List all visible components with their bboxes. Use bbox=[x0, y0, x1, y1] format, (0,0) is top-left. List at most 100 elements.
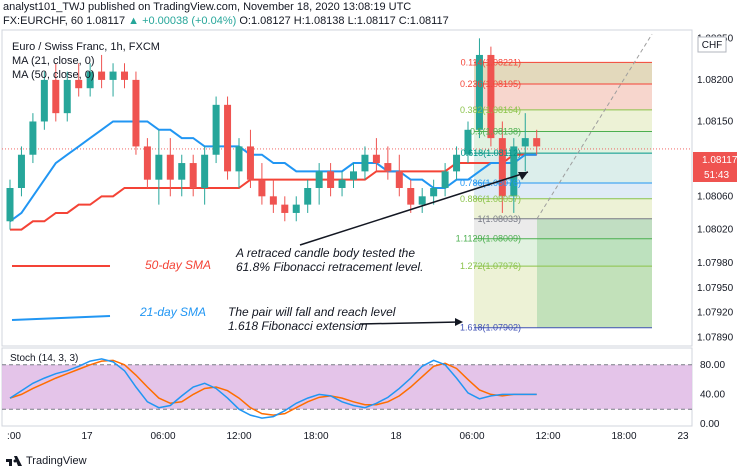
candle-body bbox=[29, 121, 37, 155]
ma21-line bbox=[9, 120, 537, 223]
candle-body bbox=[40, 79, 48, 122]
candle-body bbox=[52, 79, 60, 114]
stoch-label: Stoch (14, 3, 3) bbox=[10, 353, 78, 364]
candle-body bbox=[143, 146, 151, 180]
candle-body bbox=[235, 146, 243, 172]
candle-body bbox=[498, 138, 506, 197]
candle-body bbox=[327, 171, 335, 188]
sma21-swatch bbox=[11, 315, 111, 321]
symbol-price: FX:EURCHF, 60 1.08117 bbox=[3, 15, 126, 27]
candle-body bbox=[6, 188, 14, 222]
candle-body bbox=[246, 146, 254, 180]
candle-body bbox=[315, 171, 323, 188]
price-tick: 1.07980 bbox=[697, 258, 734, 269]
candle-body bbox=[17, 154, 25, 188]
candle-body bbox=[201, 154, 209, 188]
retrace-note-line1: A retraced candle body tested the bbox=[235, 246, 415, 260]
candle-body bbox=[521, 138, 529, 147]
fib-label: 0.5(1.08138) bbox=[470, 126, 521, 136]
candle-body bbox=[338, 179, 346, 188]
price-axis[interactable]: 1.082501.082001.081501.081001.080601.080… bbox=[697, 33, 734, 343]
price-tick: 1.08020 bbox=[697, 225, 734, 236]
candle-body bbox=[464, 129, 472, 155]
candle-body bbox=[166, 154, 174, 180]
retrace-note-line2: 61.8% Fibonacci retracement level. bbox=[236, 260, 423, 274]
candle-body bbox=[361, 154, 369, 172]
time-tick: 18:00 bbox=[611, 431, 636, 442]
fibonacci-zone bbox=[2, 33, 692, 329]
time-tick: 23 bbox=[677, 431, 689, 442]
fib-band bbox=[474, 62, 652, 85]
symbol-info: FX:EURCHF, 60 1.08117 ▲ +0.00038 (+0.04%… bbox=[3, 15, 449, 27]
candle-body bbox=[63, 79, 71, 114]
price-tick: 1.07890 bbox=[697, 333, 734, 344]
time-tick: 18:00 bbox=[303, 431, 328, 442]
time-tick: 06:00 bbox=[150, 431, 175, 442]
candle-body bbox=[75, 79, 83, 89]
candle-body bbox=[487, 54, 495, 139]
footer-brand[interactable]: TradingView bbox=[6, 455, 87, 467]
candle-body bbox=[178, 163, 186, 180]
fib-label: 1(1.08033) bbox=[477, 214, 521, 224]
fib-label: 0.618(1.08112) bbox=[461, 148, 521, 158]
candle-body bbox=[109, 71, 117, 80]
candle-body bbox=[372, 154, 380, 164]
candle-body bbox=[453, 154, 461, 172]
stoch-k-line bbox=[9, 358, 537, 419]
candle-body bbox=[441, 171, 449, 188]
stoch-d-line bbox=[9, 359, 537, 416]
time-tick: 06:00 bbox=[459, 431, 484, 442]
currency-box[interactable] bbox=[697, 36, 727, 53]
price-tick: 1.08200 bbox=[697, 75, 734, 86]
sma21-label: 21-day SMA bbox=[139, 305, 206, 319]
time-axis[interactable]: :00 17 06:00 12:00 18:00 18 06:00 12:00 18:00 23 bbox=[7, 431, 689, 442]
stochastic-oscillator: 80.00 40.00 0.00 bbox=[2, 358, 725, 430]
candle-body bbox=[269, 196, 277, 205]
candle-body bbox=[304, 188, 312, 205]
fib-label: 1.272(1.07976) bbox=[460, 261, 521, 271]
price-tick: 1.08060 bbox=[697, 191, 734, 202]
fib-label: 0.786(1.08076) bbox=[460, 178, 521, 188]
moving-averages bbox=[9, 120, 537, 231]
candle-body bbox=[224, 104, 232, 172]
retrace-arrowhead bbox=[518, 172, 528, 180]
candle-body bbox=[407, 188, 415, 205]
fib-label: 0.114(1.08221) bbox=[461, 57, 521, 67]
price-tag-countdown: 51:43 bbox=[704, 170, 729, 181]
candle-body bbox=[350, 171, 357, 180]
price-tag-value: 1.08117 bbox=[702, 155, 738, 166]
candle-body bbox=[510, 146, 518, 197]
fib-label: 0.382(1.08164) bbox=[460, 105, 521, 115]
fib-label: 0.886(1.08057) bbox=[460, 194, 521, 204]
time-tick: 12:00 bbox=[226, 431, 251, 442]
candle-body bbox=[258, 179, 266, 197]
price-tick: 1.08150 bbox=[697, 116, 734, 127]
candle-body bbox=[121, 71, 128, 80]
fib-band bbox=[474, 198, 652, 219]
stoch-tick: 80.00 bbox=[700, 360, 725, 371]
fib-band bbox=[474, 183, 652, 199]
time-tick: 17 bbox=[81, 431, 93, 442]
legend-ma21: MA (21, close, 0) bbox=[12, 55, 95, 67]
stoch-tick: 0.00 bbox=[700, 419, 720, 430]
fibonacci-labels: 0.114(1.08221) 0.236(1.08195) 0.382(1.0816… bbox=[456, 57, 521, 332]
price-tick: 1.07950 bbox=[697, 283, 734, 294]
candle-body bbox=[475, 54, 483, 130]
stoch-tick: 40.00 bbox=[700, 389, 725, 400]
footer-brand-text: TradingView bbox=[26, 455, 87, 467]
price-tag bbox=[693, 152, 737, 182]
main-pane[interactable] bbox=[1, 29, 693, 347]
tradingview-logo-icon bbox=[6, 456, 22, 466]
time-tick: :00 bbox=[7, 431, 21, 442]
fall-note-line2: 1.618 Fibonacci extension bbox=[228, 319, 368, 333]
fib-band bbox=[474, 109, 652, 132]
publish-info: analyst101_TWJ published on TradingView.… bbox=[3, 1, 412, 13]
fall-note-line1: The pair will fall and reach level bbox=[228, 305, 396, 319]
candle-body bbox=[281, 204, 289, 213]
candle-body bbox=[292, 204, 300, 213]
ohlc-values: O:1.08127 H:1.08138 L:1.08117 C:1.08117 bbox=[239, 15, 449, 27]
currency-label[interactable]: CHF bbox=[702, 40, 723, 51]
candle-body bbox=[212, 104, 220, 155]
price-tick: 1.07920 bbox=[697, 308, 734, 319]
